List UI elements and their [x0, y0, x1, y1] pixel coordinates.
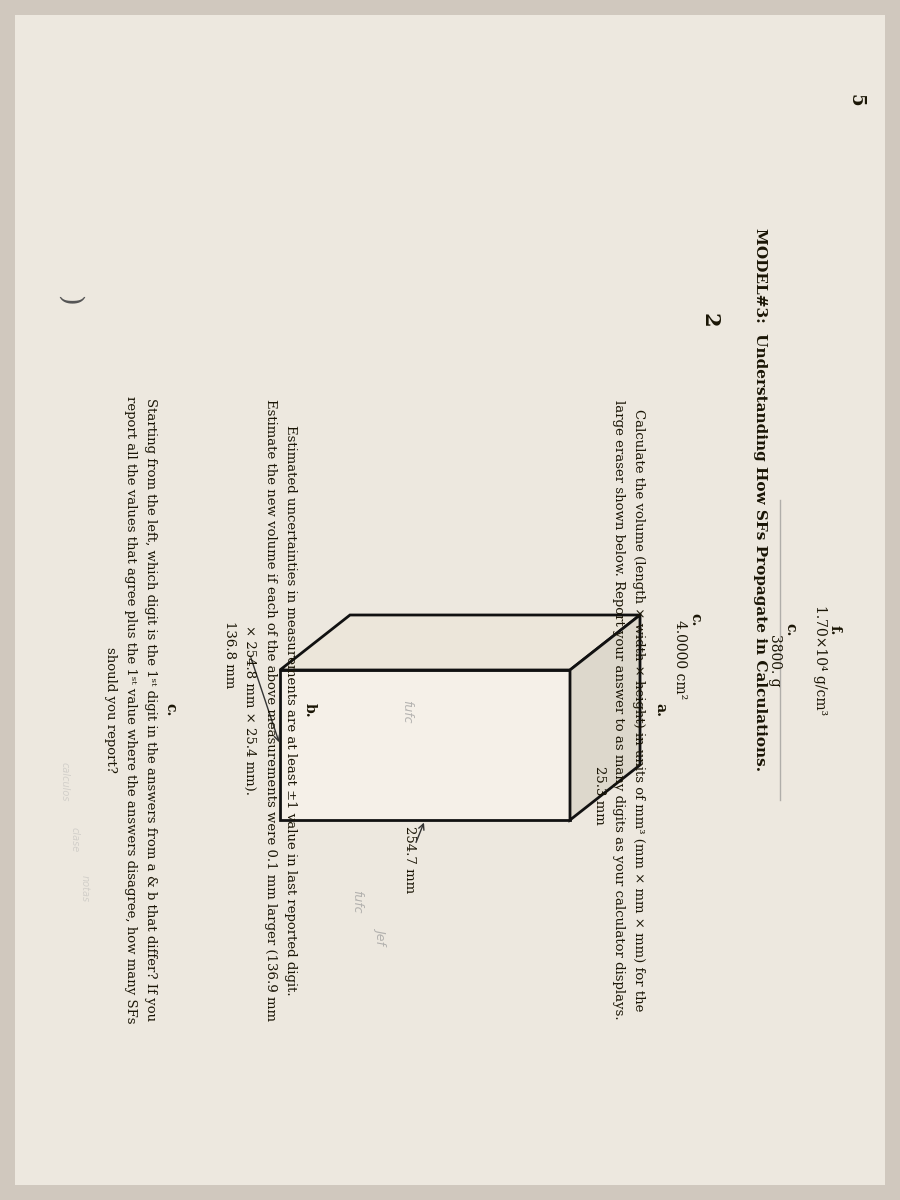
Text: Estimate the new volume if each of the above measurements were 0.1 mm larger (13: Estimate the new volume if each of the a… [264, 398, 276, 1021]
Text: c.: c. [688, 613, 702, 626]
Text: 2: 2 [700, 313, 720, 328]
Text: a.: a. [653, 703, 667, 716]
Text: notas: notas [80, 875, 90, 902]
Text: b.: b. [303, 703, 317, 718]
Text: calculos: calculos [60, 762, 70, 802]
Text: 1.70×10⁴ g/cm³: 1.70×10⁴ g/cm³ [813, 605, 827, 715]
Text: c.: c. [163, 703, 177, 716]
Text: clase: clase [70, 827, 80, 852]
Text: report all the values that agree plus the 1ˢᵗ value where the answers disagree, : report all the values that agree plus th… [123, 396, 137, 1024]
Text: × 254.8 mm × 25.4 mm).: × 254.8 mm × 25.4 mm). [244, 625, 256, 794]
Text: MODEL#3:  Understanding How SFs Propagate in Calculations.: MODEL#3: Understanding How SFs Propagate… [753, 228, 767, 772]
Text: Calculate the volume (length × width × height) in units of mm³ (mm × mm × mm) fo: Calculate the volume (length × width × h… [632, 409, 644, 1012]
Text: should you report?: should you report? [104, 647, 116, 773]
Text: fufc: fufc [400, 700, 413, 722]
Text: fufc: fufc [350, 889, 363, 913]
Text: ): ) [55, 294, 82, 306]
Text: Estimated uncertainties in measurements are at least ±1 value in last reported d: Estimated uncertainties in measurements … [284, 425, 296, 995]
Text: 4.0000 cm²: 4.0000 cm² [673, 620, 687, 700]
Bar [280, 670, 570, 820]
Polygon shape [570, 614, 640, 820]
Text: 136.8 mm: 136.8 mm [223, 622, 237, 689]
Text: Starting from the left, which digit is the 1ˢᵗ digit in the answers from a & b t: Starting from the left, which digit is t… [143, 398, 157, 1021]
Text: large eraser shown below. Report your answer to as many digits as your calculato: large eraser shown below. Report your an… [611, 400, 625, 1020]
Text: 5: 5 [846, 94, 864, 107]
Text: c.: c. [783, 623, 797, 637]
Text: f.: f. [828, 625, 842, 635]
Text: Jef: Jef [375, 928, 388, 943]
Text: 25.3 mm: 25.3 mm [593, 766, 607, 824]
Text: 3800. g: 3800. g [768, 634, 782, 686]
Text: 254.7 mm: 254.7 mm [403, 827, 417, 894]
Polygon shape [280, 614, 640, 670]
